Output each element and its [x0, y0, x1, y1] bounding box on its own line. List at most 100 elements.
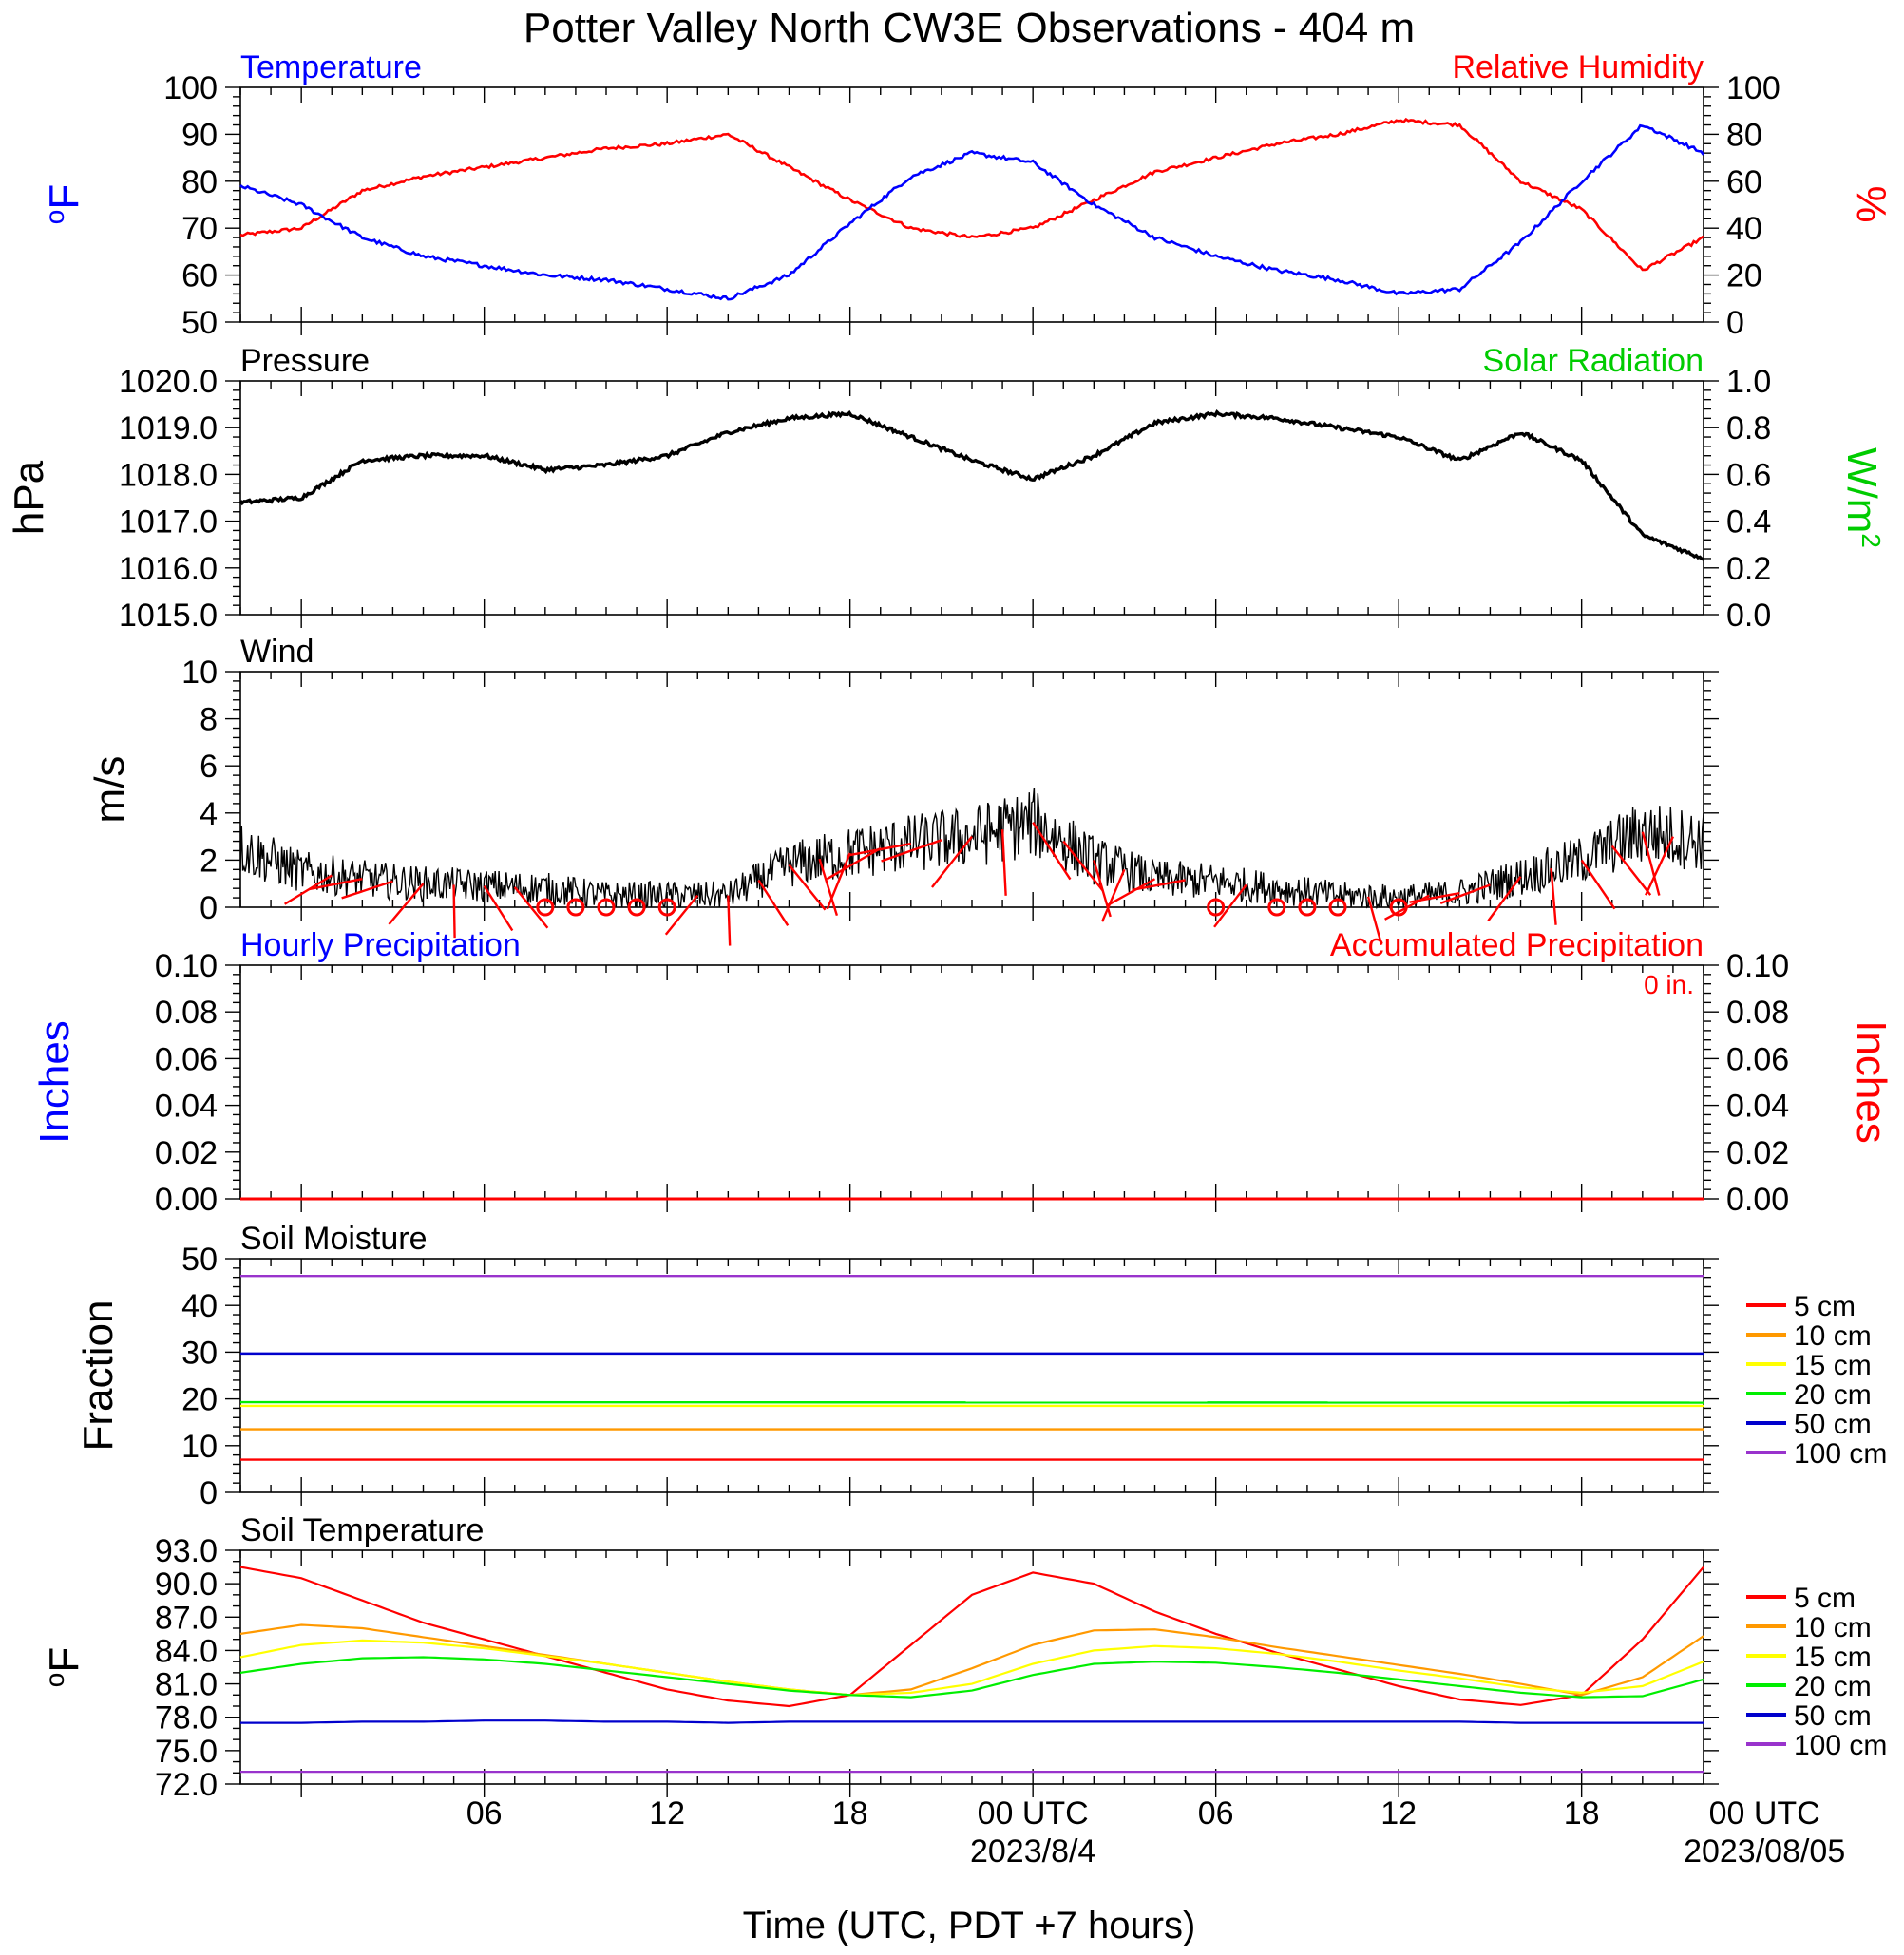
y-tick-label: 0.8: [1726, 410, 1771, 446]
wind-barb: [341, 880, 393, 900]
panel-left-title: Pressure: [240, 343, 370, 379]
y-tick-label: 0: [1726, 305, 1744, 341]
wind-barb: [727, 895, 732, 946]
legend-label: 15 cm: [1794, 1642, 1872, 1673]
wind-barb: [931, 835, 973, 888]
soil-temperature-line: [239, 1656, 1704, 1699]
temperature-line: [239, 123, 1705, 301]
y-tick-label: 0.04: [1726, 1089, 1789, 1125]
legend-label: 50 cm: [1794, 1409, 1872, 1440]
x-tick-label: 12: [1380, 1795, 1417, 1832]
panel-left-title: Wind: [240, 634, 314, 670]
y-tick-label: 1018.0: [119, 457, 218, 493]
legend-label: 100 cm: [1794, 1730, 1887, 1761]
wind-barb: [452, 884, 456, 939]
y-tick-label: 1017.0: [119, 504, 218, 541]
date-label: 2023/8/4: [970, 1833, 1095, 1870]
wind-barb: [1106, 878, 1156, 907]
legend-label: 10 cm: [1794, 1612, 1872, 1643]
y-tick-label: 1016.0: [119, 551, 218, 587]
calm-wind-marker: [1267, 898, 1286, 917]
pressure-solar-panel: 1020.0 1019.0 1018.0 1017.0 1016.0 1015.0 1.0 0…: [6, 343, 1887, 634]
date-label: 2023/08/05: [1684, 1833, 1845, 1870]
y-tick-label: 40: [181, 1288, 218, 1324]
calm-wind-marker: [1298, 898, 1317, 917]
y-tick-label: 84.0: [155, 1633, 218, 1669]
precip-plot-area: [239, 964, 1704, 1200]
y-tick-label: 10: [181, 655, 218, 691]
y-tick-label: 1.0: [1726, 364, 1771, 400]
legend-label: 20 cm: [1794, 1379, 1872, 1411]
y-tick-label: 80: [181, 164, 218, 200]
x-tick-label: 00 UTC: [1709, 1795, 1820, 1832]
y-tick-label: 30: [181, 1335, 218, 1371]
soil-temperature-line: [240, 1719, 1704, 1724]
y-tick-label: 0.08: [1726, 995, 1789, 1031]
y-tick-label: 0.08: [155, 995, 218, 1031]
precipitation-panel: 0.10 0.08 0.06 0.04 0.02 0.00 0.10 0.08 0.06 0.04…: [31, 927, 1894, 1218]
y-tick-label: 50: [181, 305, 218, 341]
y-tick-label: 0.04: [155, 1089, 218, 1125]
legend-label: 5 cm: [1794, 1583, 1856, 1614]
temperature-axis-label: oF: [40, 184, 88, 224]
wind-barb: [1032, 822, 1072, 881]
y-tick-label: 100: [163, 70, 218, 106]
x-tick-label: 06: [1198, 1795, 1234, 1832]
panel-right-title: Accumulated Precipitation: [1330, 927, 1704, 963]
panel-left-title: Hourly Precipitation: [240, 927, 521, 963]
wind-barb: [483, 885, 514, 932]
x-tick-label: 18: [1564, 1795, 1600, 1832]
legend-label: 20 cm: [1794, 1671, 1872, 1702]
calm-wind-marker: [627, 898, 646, 917]
pressure-line: [238, 409, 1704, 561]
y-tick-label: 0: [200, 890, 218, 926]
panel-left-title: Soil Temperature: [240, 1512, 484, 1548]
wind-barb: [388, 883, 425, 925]
soil-temperature-line: [239, 1566, 1704, 1708]
y-tick-label: 2: [200, 843, 218, 879]
wind-barb: [881, 839, 942, 863]
y-tick-label: 1020.0: [119, 364, 218, 400]
y-tick-label: 0.00: [1726, 1182, 1789, 1218]
wind-barb: [1132, 879, 1186, 891]
y-tick-label: 50: [181, 1242, 218, 1278]
calm-wind-marker: [536, 898, 555, 917]
wind-barb: [1580, 859, 1616, 910]
wind-barb: [308, 878, 363, 891]
y-tick-label: 0.02: [1726, 1135, 1789, 1171]
wind-barb: [788, 864, 827, 911]
wind-barb: [1213, 883, 1247, 928]
wind-barb: [1000, 829, 1007, 896]
y-tick-label: 6: [200, 749, 218, 785]
wind-barb: [1366, 896, 1383, 945]
humidity-line: [239, 117, 1704, 272]
wind-barb: [1550, 867, 1557, 925]
y-tick-label: 20: [1726, 258, 1762, 294]
y-tick-label: 0: [200, 1475, 218, 1511]
wind-barb: [664, 894, 699, 936]
y-tick-label: 60: [1726, 164, 1762, 200]
wind-barb: [826, 846, 882, 881]
y-tick-label: 10: [181, 1429, 218, 1465]
calm-wind-marker: [657, 898, 676, 917]
soil-temperature-plot-area: [239, 1549, 1704, 1785]
pressure-plot-area: [239, 380, 1704, 616]
wind-axis-label: m/s: [86, 756, 133, 824]
y-tick-label: 90: [181, 117, 218, 153]
temperature-humidity-panel: 100 90 80 70 60 50 100 80 60 40 20 0 Temperature Rela…: [40, 49, 1895, 341]
soil-temperature-panel: 93.090.087.084.081.078.075.072.0 Soil Tem…: [40, 1512, 1888, 1803]
y-tick-label: 70: [181, 211, 218, 247]
soil-temperature-axis-label: oF: [40, 1647, 88, 1687]
x-tick-label: 06: [466, 1795, 503, 1832]
y-tick-label: 93.0: [155, 1533, 218, 1569]
y-tick-label: 75.0: [155, 1734, 218, 1770]
wind-panel: 10 8 6 4 2 0 Wind m/s: [86, 634, 1719, 946]
y-tick-label: 80: [1726, 117, 1762, 153]
y-tick-label: 20: [181, 1382, 218, 1418]
panel-right-title: Relative Humidity: [1452, 49, 1704, 85]
legend-label: 5 cm: [1794, 1291, 1856, 1322]
wind-speed-line: [239, 788, 1704, 910]
wind-barb: [1610, 845, 1652, 896]
